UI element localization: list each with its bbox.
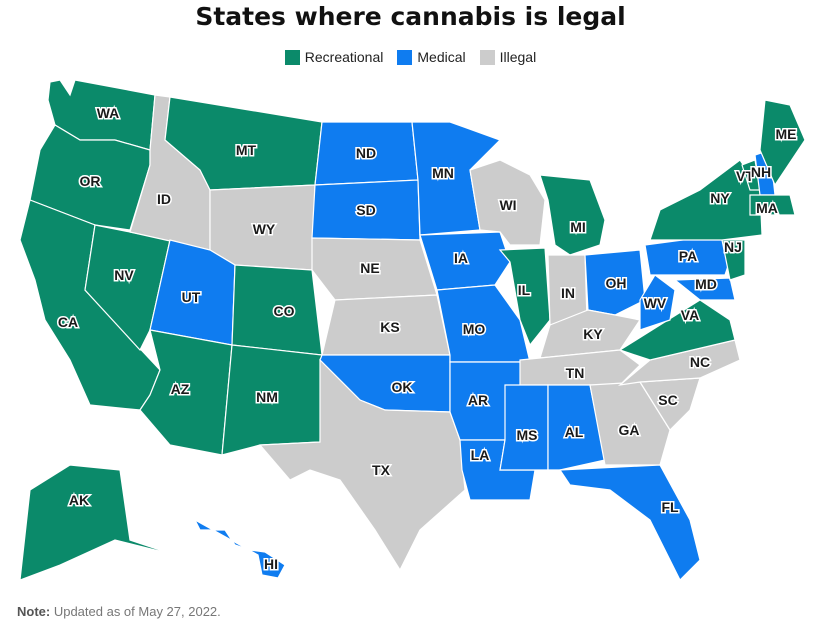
state-label-tn: TN <box>566 365 585 381</box>
state-tn <box>519 349 641 386</box>
state-label-va: VA <box>681 307 699 323</box>
state-label-la: LA <box>471 447 490 463</box>
state-label-me: ME <box>776 126 797 142</box>
state-label-ne: NE <box>360 260 379 276</box>
state-label-vt: VT <box>736 168 754 184</box>
state-label-ms: MS <box>517 427 538 443</box>
state-label-nv: NV <box>114 267 134 283</box>
state-il <box>498 247 551 347</box>
state-nj <box>721 239 746 281</box>
footnote-text: Updated as of May 27, 2022. <box>50 604 221 619</box>
state-ak <box>19 464 176 581</box>
state-label-wi: WI <box>499 197 516 213</box>
state-ia <box>419 231 511 291</box>
state-label-nc: NC <box>690 354 710 370</box>
state-label-wa: WA <box>97 105 120 121</box>
state-al <box>547 384 606 471</box>
state-label-md: MD <box>695 276 717 292</box>
state-oh <box>584 249 646 316</box>
map-title: States where cannabis is legal <box>195 2 626 31</box>
state-label-id: ID <box>157 191 171 207</box>
legend-item-medical: Medical <box>397 49 466 65</box>
state-ms <box>499 384 549 471</box>
legend-label-medical: Medical <box>417 49 466 65</box>
legend-label-illegal: Illegal <box>499 49 537 65</box>
state-label-hi: HI <box>264 556 278 572</box>
state-fl <box>558 464 701 582</box>
state-hi <box>193 518 286 579</box>
state-label-ok: OK <box>392 379 413 395</box>
state-label-ks: KS <box>380 319 399 335</box>
state-label-ia: IA <box>454 250 468 266</box>
state-md <box>673 277 736 301</box>
state-label-nj: NJ <box>724 239 742 255</box>
state-label-oh: OH <box>606 275 627 291</box>
state-label-tx: TX <box>372 462 391 478</box>
state-label-ga: GA <box>619 422 640 438</box>
legend: Recreational Medical Illegal <box>0 49 821 65</box>
state-mi <box>539 174 606 256</box>
state-label-wy: WY <box>253 221 276 237</box>
state-label-ca: CA <box>58 314 78 330</box>
legend-swatch-medical <box>397 49 413 65</box>
state-label-co: CO <box>274 303 295 319</box>
state-label-mt: MT <box>236 142 257 158</box>
state-label-or: OR <box>80 173 101 189</box>
state-label-mn: MN <box>432 165 454 181</box>
state-va <box>618 299 736 361</box>
state-label-mi: MI <box>570 219 586 235</box>
state-tx <box>258 358 466 572</box>
legend-item-recreational: Recreational <box>284 49 384 65</box>
state-wv <box>639 274 676 331</box>
state-label-wv: WV <box>644 295 667 311</box>
state-label-nd: ND <box>356 145 376 161</box>
state-label-pa: PA <box>679 248 697 264</box>
state-label-mo: MO <box>463 321 486 337</box>
legend-label-recreational: Recreational <box>304 49 384 65</box>
footnote-label: Note: <box>17 604 51 619</box>
state-label-in: IN <box>561 285 575 301</box>
state-label-il: IL <box>518 282 531 298</box>
legend-swatch-illegal <box>479 49 495 65</box>
state-label-ma: MA <box>756 200 778 216</box>
footnote: Note: Updated as of May 27, 2022. <box>17 604 221 619</box>
state-label-ut: UT <box>182 289 201 305</box>
state-ma <box>749 194 796 216</box>
us-map: WA OR CA NV ID MT WY UT CO AZ NM ND SD NE KS OK TX MN IA MO… <box>19 79 806 582</box>
state-label-ny: NY <box>710 190 730 206</box>
state-label-nm: NM <box>256 389 278 405</box>
state-label-sc: SC <box>658 392 677 408</box>
state-label-al: AL <box>565 424 584 440</box>
state-me <box>759 99 806 187</box>
state-label-az: AZ <box>171 381 190 397</box>
state-label-sd: SD <box>356 202 375 218</box>
legend-swatch-recreational <box>284 49 300 65</box>
state-label-ky: KY <box>583 326 603 342</box>
state-label-nh: NH <box>751 164 771 180</box>
state-wi <box>469 159 546 246</box>
state-label-ar: AR <box>468 392 488 408</box>
legend-item-illegal: Illegal <box>479 49 537 65</box>
state-label-fl: FL <box>661 499 679 515</box>
state-label-ak: AK <box>69 492 89 508</box>
